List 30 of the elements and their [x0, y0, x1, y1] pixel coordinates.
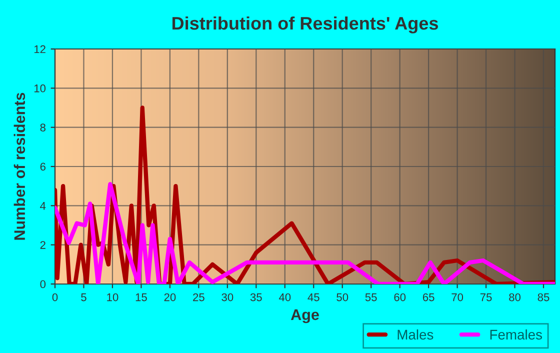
legend-label: Females: [490, 329, 542, 340]
x-tick-label: 70: [452, 293, 464, 302]
x-tick-label: 65: [422, 293, 434, 302]
x-axis-title: Age: [290, 309, 319, 324]
chart-title: Distribution of Residents' Ages: [172, 16, 438, 34]
x-tick-label: 15: [136, 293, 147, 302]
x-tick-label: 85: [538, 293, 550, 302]
x-tick-label: 5: [81, 293, 86, 302]
x-tick-label: 40: [278, 293, 291, 302]
x-tick-label: 20: [164, 293, 176, 302]
y-tick-label: 6: [40, 162, 46, 171]
x-tick-label: 45: [308, 293, 320, 302]
y-tick-label: 12: [34, 45, 46, 54]
legend-label: Males: [398, 329, 434, 340]
y-tick-label: 4: [40, 202, 46, 210]
y-tick-label: 10: [34, 84, 46, 92]
x-tick-label: 0: [52, 293, 58, 302]
x-tick-label: 50: [336, 293, 348, 302]
x-tick-label: 30: [222, 293, 234, 302]
y-tick-label: 8: [40, 124, 46, 132]
y-axis-title: Number of residents: [14, 92, 26, 240]
x-tick-label: 35: [250, 293, 262, 302]
x-tick-label: 75: [480, 293, 492, 302]
y-tick-label: 2: [40, 241, 46, 249]
x-tick-label: 55: [365, 293, 377, 302]
x-tick-label: 25: [193, 293, 204, 302]
y-tick-label: 0: [40, 280, 46, 288]
x-tick-label: 60: [394, 293, 406, 302]
x-tick-label: 80: [509, 293, 521, 302]
x-tick-label: 10: [107, 293, 118, 302]
